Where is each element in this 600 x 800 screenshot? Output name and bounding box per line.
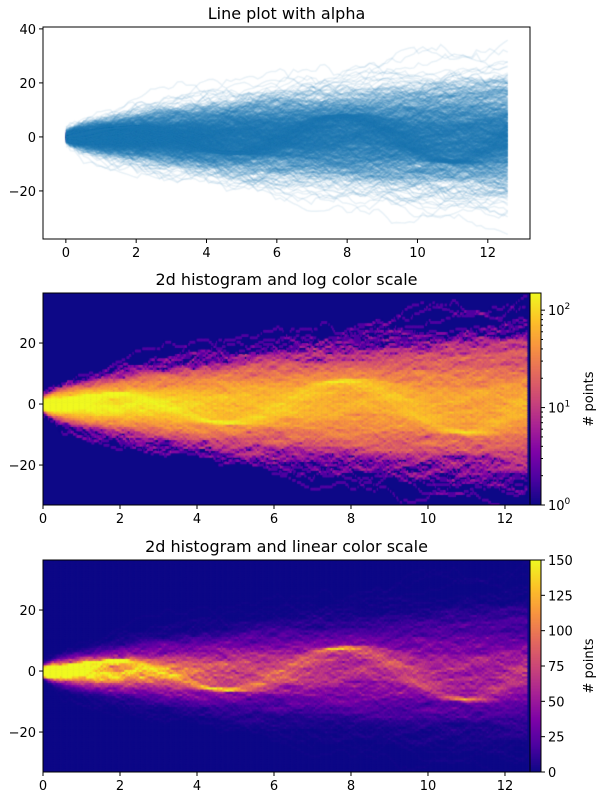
colorbar-tick-label: 100 [548, 625, 573, 640]
colorbar-label: # points [582, 371, 597, 426]
chart-title: 2d histogram and log color scale [156, 270, 418, 289]
linear-colorbar [530, 560, 541, 772]
x-tick-label: 8 [343, 246, 351, 261]
y-tick-label: 0 [28, 131, 36, 146]
colorbar-tick-label: 50 [548, 695, 565, 710]
chart-title: Line plot with alpha [208, 4, 366, 23]
linear-histogram-canvas [43, 560, 530, 772]
axes-frame [42, 292, 531, 506]
x-tick-label: 12 [480, 246, 497, 261]
y-tick-label: 0 [28, 398, 36, 413]
x-tick-label: 2 [116, 779, 124, 794]
x-tick-label: 12 [497, 512, 514, 527]
y-tick-label: −20 [9, 459, 36, 474]
x-tick-label: 10 [420, 512, 437, 527]
y-tick-label: 20 [19, 604, 36, 619]
colorbar-tick-exponent: 2 [565, 302, 571, 312]
log-histogram-canvas [43, 293, 530, 505]
y-tick-label: −20 [9, 185, 36, 200]
colorbar-tick-label: 75 [548, 660, 565, 675]
chart-title: 2d histogram and linear color scale [145, 537, 428, 556]
x-tick-label: 2 [116, 512, 124, 527]
x-tick-label: 0 [39, 779, 47, 794]
colorbar-tick-label: 102 [548, 302, 570, 319]
x-tick-label: 6 [273, 246, 281, 261]
y-tick-label: 20 [19, 77, 36, 92]
x-tick-label: 10 [409, 246, 426, 261]
colorbar-tick-label: 25 [548, 731, 565, 746]
colorbar-tick-label: 101 [548, 400, 570, 417]
y-tick-label: 20 [19, 337, 36, 352]
y-tick-label: 0 [28, 665, 36, 680]
x-tick-label: 4 [193, 512, 201, 527]
x-tick-label: 0 [39, 512, 47, 527]
colorbar-tick-label: 100 [548, 497, 571, 514]
x-tick-label: 8 [347, 779, 355, 794]
x-tick-label: 8 [347, 512, 355, 527]
x-tick-label: 10 [420, 779, 437, 794]
x-tick-label: 6 [270, 512, 278, 527]
colorbar-tick-label: 125 [548, 589, 573, 604]
axes-frame [42, 559, 531, 773]
x-tick-label: 12 [497, 779, 514, 794]
x-tick-label: 4 [193, 779, 201, 794]
x-tick-label: 4 [202, 246, 210, 261]
line-plot-canvas [43, 27, 530, 239]
x-tick-label: 0 [62, 246, 70, 261]
colorbar-label: # points [582, 638, 597, 693]
axes-frame [42, 26, 531, 240]
x-tick-label: 6 [270, 779, 278, 794]
x-tick-label: 2 [132, 246, 140, 261]
log-colorbar [530, 293, 541, 505]
colorbar-tick-exponent: 1 [565, 400, 571, 410]
colorbar-frame [529, 559, 542, 773]
colorbar-tick-exponent: 0 [565, 497, 571, 507]
colorbar-frame [529, 292, 542, 506]
colorbar-tick-label: 0 [548, 766, 556, 781]
colorbar-tick-label: 150 [548, 554, 573, 569]
y-tick-label: −20 [9, 726, 36, 741]
y-tick-label: 40 [19, 23, 36, 38]
